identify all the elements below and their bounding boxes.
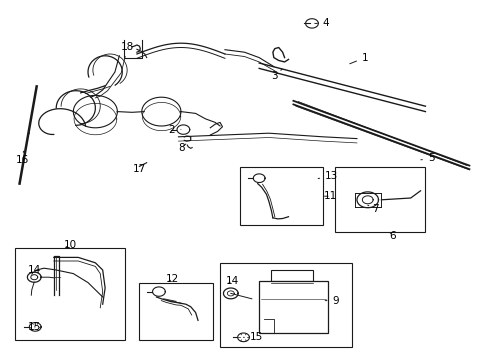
Text: 15: 15 — [243, 332, 263, 342]
Bar — [259, 281, 327, 333]
Text: 16: 16 — [16, 151, 29, 165]
Text: 5: 5 — [420, 153, 434, 163]
Text: 3: 3 — [271, 69, 282, 81]
Text: 12: 12 — [166, 274, 179, 284]
Text: 14: 14 — [225, 276, 239, 286]
Text: 14: 14 — [28, 265, 41, 275]
Bar — [220, 263, 351, 347]
Text: 13: 13 — [318, 171, 338, 181]
Text: 8: 8 — [178, 143, 185, 153]
Text: 11: 11 — [324, 191, 337, 201]
Text: 4: 4 — [314, 18, 329, 28]
Text: 1: 1 — [349, 53, 368, 64]
Bar — [239, 167, 322, 225]
Text: 7: 7 — [367, 204, 378, 214]
Text: 15: 15 — [28, 322, 41, 332]
Bar — [271, 270, 312, 281]
Bar — [139, 283, 212, 340]
Bar — [15, 248, 124, 340]
Text: 18: 18 — [121, 42, 134, 52]
Text: 6: 6 — [388, 231, 395, 241]
Bar — [334, 167, 425, 232]
Text: 2: 2 — [168, 125, 181, 135]
Text: 9: 9 — [325, 296, 339, 306]
Text: 10: 10 — [63, 240, 77, 250]
Text: 17: 17 — [133, 164, 146, 174]
